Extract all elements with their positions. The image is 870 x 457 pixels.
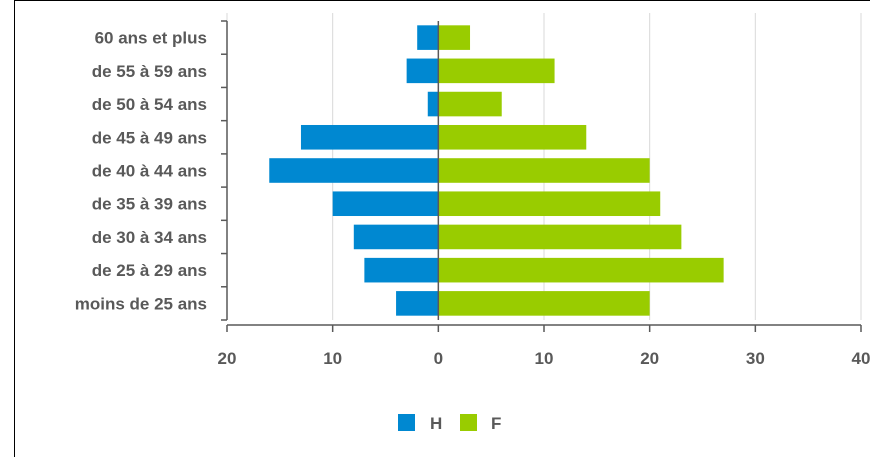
- bar-h-2: [427, 91, 439, 117]
- x-tick-label-3: 10: [535, 349, 554, 368]
- axes: [221, 20, 862, 332]
- category-label-1: de 55 à 59 ans: [92, 62, 207, 81]
- bar-f-5: [438, 191, 661, 217]
- bar-h-4: [269, 158, 439, 183]
- tick-labels: 20 10 0 10 20 30 40: [218, 349, 870, 368]
- bar-h-3: [300, 124, 439, 150]
- bar-h-0: [417, 25, 439, 50]
- x-tick-label-1: 10: [323, 349, 342, 368]
- bar-h-1: [406, 58, 439, 84]
- category-label-7: de 25 à 29 ans: [92, 261, 207, 280]
- x-tick-label-6: 40: [852, 349, 870, 368]
- bar-f-6: [438, 224, 682, 250]
- legend-label-h: H: [430, 414, 442, 433]
- bar-f-3: [438, 124, 587, 150]
- bar-h-7: [364, 257, 439, 283]
- bar-f-1: [438, 58, 555, 84]
- bar-h-8: [396, 291, 439, 316]
- bar-h-6: [353, 224, 439, 250]
- x-tick-label-2: 0: [434, 349, 443, 368]
- category-label-2: de 50 à 54 ans: [92, 95, 207, 114]
- category-label-8: moins de 25 ans: [75, 294, 207, 313]
- bar-f-8: [438, 291, 650, 316]
- category-label-4: de 40 à 44 ans: [92, 162, 207, 181]
- legend-swatch-f: [460, 414, 477, 431]
- category-label-3: de 45 à 49 ans: [92, 128, 207, 147]
- bar-f-4: [438, 158, 650, 183]
- legend-label-f: F: [491, 414, 501, 433]
- bar-f-2: [438, 91, 502, 117]
- bar-h-5: [332, 191, 439, 217]
- bars: [269, 25, 724, 316]
- category-label-0: 60 ans et plus: [95, 29, 207, 48]
- category-labels: 60 ans et plus de 55 à 59 ans de 50 à 54 a…: [75, 29, 207, 314]
- x-tick-label-5: 30: [746, 349, 765, 368]
- bar-f-7: [438, 257, 724, 283]
- x-tick-label-4: 20: [640, 349, 659, 368]
- chart-frame: [14, 0, 870, 457]
- category-label-5: de 35 à 39 ans: [92, 195, 207, 214]
- x-tick-label-0: 20: [218, 349, 237, 368]
- legend-swatch-h: [398, 414, 415, 431]
- bar-f-0: [438, 25, 471, 50]
- category-label-6: de 30 à 34 ans: [92, 228, 207, 247]
